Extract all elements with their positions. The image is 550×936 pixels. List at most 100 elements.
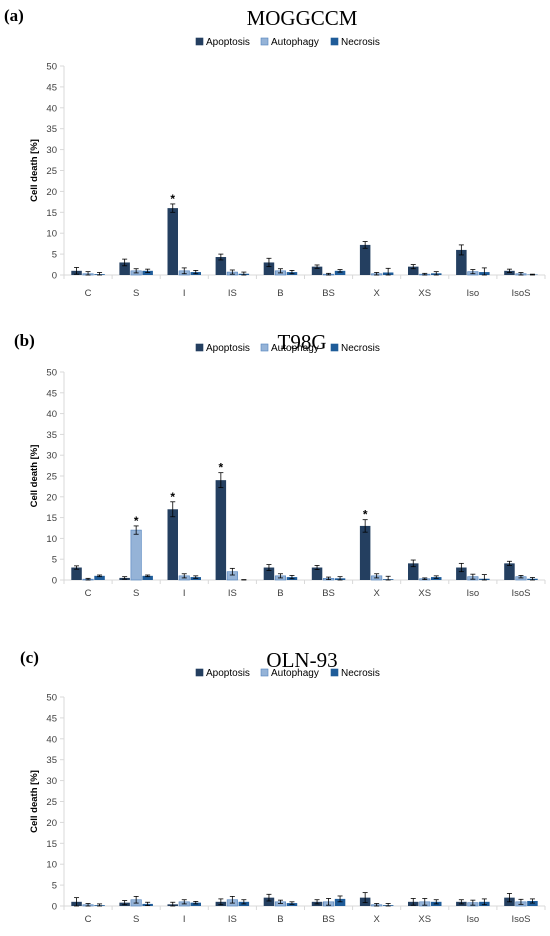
y-tick-label: 30 bbox=[46, 145, 57, 156]
panel-label: (c) bbox=[20, 648, 39, 667]
y-axis-label: Cell death [%] bbox=[29, 445, 40, 508]
y-tick-label: 30 bbox=[46, 451, 57, 462]
legend-label-autophagy: Autophagy bbox=[271, 37, 319, 48]
x-category-label-x: X bbox=[373, 588, 380, 599]
y-tick-label: 35 bbox=[46, 755, 57, 766]
legend-swatch-apoptosis bbox=[196, 344, 203, 351]
y-tick-label: 0 bbox=[52, 576, 57, 587]
legend-item-necrosis: Necrosis bbox=[331, 343, 380, 354]
x-category-label-bs: BS bbox=[322, 588, 335, 599]
bar-apoptosis-i bbox=[168, 509, 179, 580]
panel-label: (b) bbox=[14, 331, 35, 350]
y-tick-label: 25 bbox=[46, 797, 57, 808]
legend-label-apoptosis: Apoptosis bbox=[206, 37, 250, 48]
x-category-label-s: S bbox=[133, 288, 139, 299]
y-tick-label: 40 bbox=[46, 734, 57, 745]
significance-star: * bbox=[170, 192, 175, 206]
y-tick-label: 25 bbox=[46, 166, 57, 177]
legend-swatch-apoptosis bbox=[196, 38, 203, 45]
y-tick-label: 45 bbox=[46, 388, 57, 399]
y-tick-label: 30 bbox=[46, 776, 57, 787]
legend-item-necrosis: Necrosis bbox=[331, 668, 380, 679]
x-category-label-c: C bbox=[85, 914, 92, 925]
x-category-label-is: IS bbox=[228, 588, 237, 599]
x-category-label-isos: IsoS bbox=[511, 588, 530, 599]
y-tick-label: 45 bbox=[46, 713, 57, 724]
y-tick-label: 50 bbox=[46, 62, 57, 73]
legend-swatch-necrosis bbox=[331, 344, 338, 351]
x-category-label-is: IS bbox=[228, 288, 237, 299]
y-axis-label: Cell death [%] bbox=[29, 770, 40, 833]
significance-star: * bbox=[134, 514, 139, 528]
legend-swatch-necrosis bbox=[331, 38, 338, 45]
y-tick-label: 5 bbox=[52, 881, 57, 892]
x-category-label-iso: Iso bbox=[467, 914, 480, 925]
x-category-label-iso: Iso bbox=[467, 288, 480, 299]
x-category-label-b: B bbox=[277, 588, 283, 599]
y-tick-label: 0 bbox=[52, 271, 57, 282]
y-tick-label: 5 bbox=[52, 555, 57, 566]
legend-label-autophagy: Autophagy bbox=[271, 343, 319, 354]
y-tick-label: 35 bbox=[46, 124, 57, 135]
x-category-label-s: S bbox=[133, 914, 139, 925]
legend-swatch-autophagy bbox=[261, 344, 268, 351]
x-category-label-c: C bbox=[85, 588, 92, 599]
y-tick-label: 20 bbox=[46, 187, 57, 198]
significance-star: * bbox=[219, 461, 224, 475]
panel-label: (a) bbox=[4, 6, 24, 25]
bar-apoptosis-isos bbox=[504, 563, 515, 580]
x-category-label-xs: XS bbox=[418, 288, 431, 299]
legend-label-necrosis: Necrosis bbox=[341, 668, 380, 679]
bar-apoptosis-x bbox=[360, 245, 371, 275]
x-category-label-c: C bbox=[85, 288, 92, 299]
y-tick-label: 50 bbox=[46, 693, 57, 704]
legend-label-necrosis: Necrosis bbox=[341, 343, 380, 354]
x-category-label-s: S bbox=[133, 588, 139, 599]
chart-title: MOGGCCM bbox=[247, 6, 358, 30]
y-tick-label: 35 bbox=[46, 430, 57, 441]
x-category-label-xs: XS bbox=[418, 914, 431, 925]
x-category-label-x: X bbox=[373, 914, 380, 925]
legend-item-apoptosis: Apoptosis bbox=[196, 343, 250, 354]
legend-item-autophagy: Autophagy bbox=[261, 343, 319, 354]
y-tick-label: 20 bbox=[46, 818, 57, 829]
legend-swatch-autophagy bbox=[261, 669, 268, 676]
x-category-label-bs: BS bbox=[322, 914, 335, 925]
legend-swatch-apoptosis bbox=[196, 669, 203, 676]
x-category-label-xs: XS bbox=[418, 588, 431, 599]
legend-item-apoptosis: Apoptosis bbox=[196, 668, 250, 679]
significance-star: * bbox=[170, 490, 175, 504]
x-category-label-bs: BS bbox=[322, 288, 335, 299]
legend-label-apoptosis: Apoptosis bbox=[206, 668, 250, 679]
legend-item-autophagy: Autophagy bbox=[261, 37, 319, 48]
y-tick-label: 40 bbox=[46, 103, 57, 114]
y-tick-label: 45 bbox=[46, 82, 57, 93]
bar-autophagy-s bbox=[131, 530, 142, 580]
y-tick-label: 10 bbox=[46, 860, 57, 871]
y-tick-label: 5 bbox=[52, 250, 57, 261]
significance-star: * bbox=[363, 508, 368, 522]
bar-apoptosis-x bbox=[360, 526, 371, 580]
x-category-label-i: I bbox=[183, 288, 186, 299]
x-category-label-i: I bbox=[183, 588, 186, 599]
x-category-label-x: X bbox=[373, 288, 380, 299]
y-tick-label: 40 bbox=[46, 409, 57, 420]
x-category-label-is: IS bbox=[228, 914, 237, 925]
y-tick-label: 20 bbox=[46, 492, 57, 503]
y-tick-label: 50 bbox=[46, 368, 57, 379]
y-tick-label: 25 bbox=[46, 472, 57, 483]
x-category-label-isos: IsoS bbox=[511, 288, 530, 299]
bar-apoptosis-is bbox=[216, 480, 227, 580]
bar-apoptosis-i bbox=[168, 208, 179, 275]
legend-label-apoptosis: Apoptosis bbox=[206, 343, 250, 354]
y-tick-label: 10 bbox=[46, 229, 57, 240]
x-category-label-iso: Iso bbox=[467, 588, 480, 599]
y-tick-label: 0 bbox=[52, 902, 57, 913]
legend-item-apoptosis: Apoptosis bbox=[196, 37, 250, 48]
x-category-label-b: B bbox=[277, 914, 283, 925]
y-tick-label: 10 bbox=[46, 534, 57, 545]
legend-label-necrosis: Necrosis bbox=[341, 37, 380, 48]
